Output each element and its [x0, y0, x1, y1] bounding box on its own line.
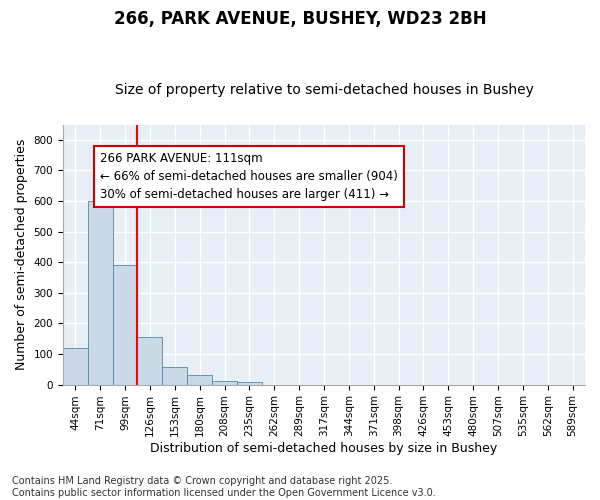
Y-axis label: Number of semi-detached properties: Number of semi-detached properties [15, 139, 28, 370]
Bar [163, 367, 187, 384]
Bar [63, 348, 88, 384]
Text: 266 PARK AVENUE: 111sqm
← 66% of semi-detached houses are smaller (904)
30% of s: 266 PARK AVENUE: 111sqm ← 66% of semi-de… [100, 152, 398, 201]
X-axis label: Distribution of semi-detached houses by size in Bushey: Distribution of semi-detached houses by … [151, 442, 497, 455]
Bar [187, 376, 212, 384]
Text: 266, PARK AVENUE, BUSHEY, WD23 2BH: 266, PARK AVENUE, BUSHEY, WD23 2BH [113, 10, 487, 28]
Bar [113, 266, 137, 384]
Bar [137, 337, 163, 384]
Text: Contains HM Land Registry data © Crown copyright and database right 2025.
Contai: Contains HM Land Registry data © Crown c… [12, 476, 436, 498]
Bar [88, 201, 113, 384]
Title: Size of property relative to semi-detached houses in Bushey: Size of property relative to semi-detach… [115, 83, 533, 97]
Bar [237, 382, 262, 384]
Bar [212, 381, 237, 384]
